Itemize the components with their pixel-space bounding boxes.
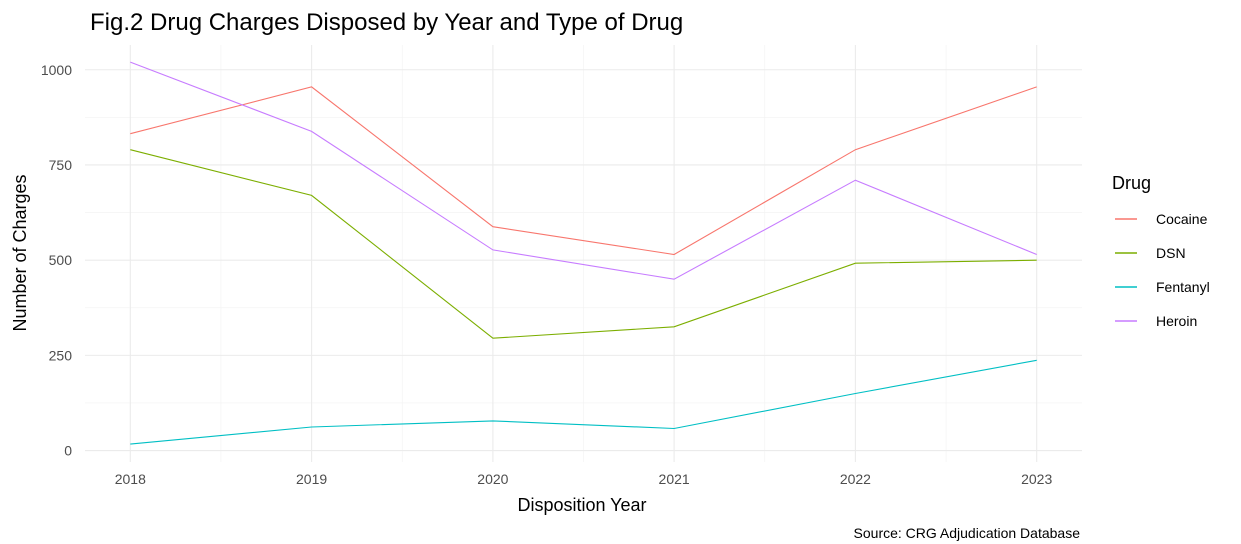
x-tick-labels: 2018 2019 2020 2021 2022 2023	[115, 471, 1053, 487]
series-lines	[130, 61, 1037, 445]
x-axis-title: Disposition Year	[517, 495, 646, 515]
x-tick-label: 2019	[296, 471, 327, 487]
y-tick-label: 250	[49, 347, 73, 363]
series-line-heroin	[130, 61, 1037, 280]
series-line-dsn	[130, 149, 1037, 339]
x-tick-label: 2021	[659, 471, 690, 487]
x-tick-label: 2023	[1021, 471, 1052, 487]
legend: Cocaine DSN Fentanyl Heroin	[1115, 211, 1210, 329]
series-line-fentanyl	[130, 359, 1037, 445]
y-axis-title: Number of Charges	[10, 174, 30, 331]
x-tick-label: 2022	[840, 471, 871, 487]
x-tick-label: 2020	[477, 471, 508, 487]
x-tick-label: 2018	[115, 471, 146, 487]
caption: Source: CRG Adjudication Database	[854, 525, 1081, 541]
legend-label-dsn: DSN	[1156, 245, 1186, 261]
y-tick-label: 1000	[41, 62, 72, 78]
y-tick-label: 0	[64, 443, 72, 459]
y-tick-labels: 0 250 500 750 1000	[41, 62, 72, 459]
y-tick-label: 500	[49, 252, 73, 268]
y-tick-label: 750	[49, 157, 73, 173]
legend-label-fentanyl: Fentanyl	[1156, 279, 1210, 295]
grid	[85, 45, 1082, 462]
legend-title: Drug	[1112, 173, 1151, 193]
series-line-cocaine	[130, 86, 1037, 256]
legend-label-cocaine: Cocaine	[1156, 211, 1208, 227]
chart-title: Fig.2 Drug Charges Disposed by Year and …	[90, 9, 683, 36]
legend-label-heroin: Heroin	[1156, 313, 1197, 329]
